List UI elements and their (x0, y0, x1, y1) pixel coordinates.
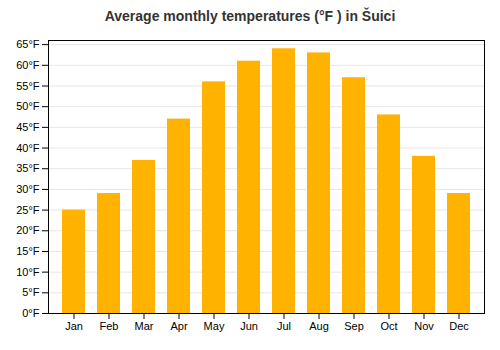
svg-text:55°F: 55°F (16, 80, 40, 92)
svg-text:Nov: Nov (414, 320, 434, 332)
svg-text:25°F: 25°F (16, 204, 40, 216)
svg-text:60°F: 60°F (16, 59, 40, 71)
svg-text:45°F: 45°F (16, 121, 40, 133)
svg-text:Mar: Mar (135, 320, 154, 332)
svg-text:Dec: Dec (449, 320, 469, 332)
html-text:Average monthly temperatures (: Average monthly temperatures (°F ) in Šu… (104, 8, 396, 24)
svg-text:May: May (204, 320, 225, 332)
svg-text:15°F: 15°F (16, 245, 40, 257)
svg-text:Sep: Sep (344, 320, 364, 332)
svg-text:Jun: Jun (240, 320, 258, 332)
svg-text:0°F: 0°F (22, 307, 40, 319)
svg-text:40°F: 40°F (16, 142, 40, 154)
svg-text:5°F: 5°F (22, 286, 40, 298)
svg-text:Aug: Aug (309, 320, 329, 332)
svg-text:Feb: Feb (100, 320, 119, 332)
svg-text:30°F: 30°F (16, 183, 40, 195)
svg-text:Oct: Oct (380, 320, 397, 332)
svg-text:20°F: 20°F (16, 224, 40, 236)
svg-text:Jan: Jan (65, 320, 83, 332)
svg-text:Apr: Apr (170, 320, 187, 332)
svg-text:50°F: 50°F (16, 100, 40, 112)
svg-text:Jul: Jul (277, 320, 291, 332)
svg-text:35°F: 35°F (16, 162, 40, 174)
svg-text:10°F: 10°F (16, 266, 40, 278)
svg-text:65°F: 65°F (16, 38, 40, 50)
